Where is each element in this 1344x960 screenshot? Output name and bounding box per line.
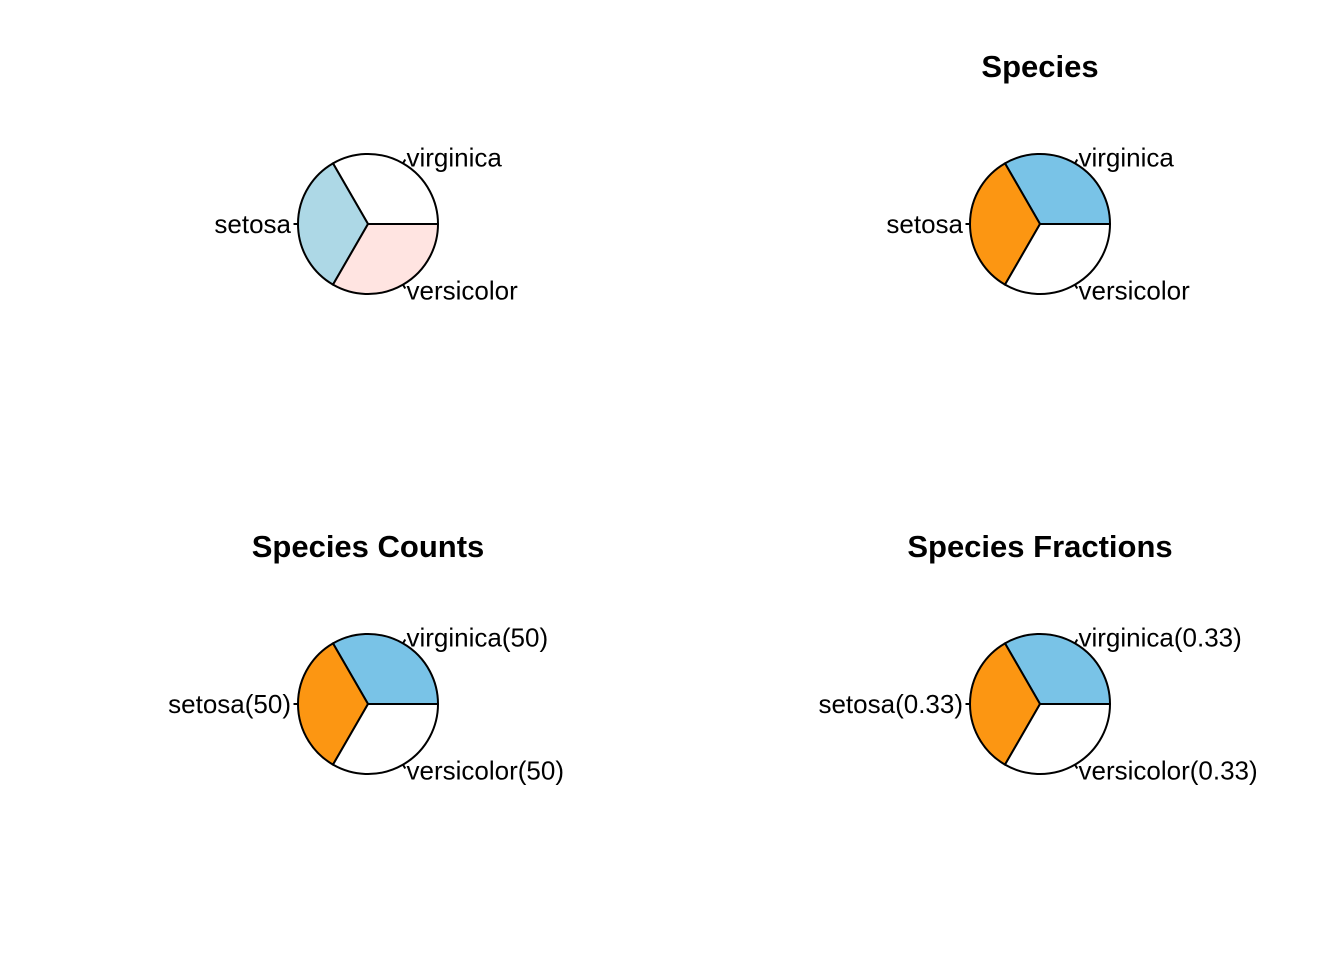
- pie-label-versicolor: versicolor(50): [407, 756, 565, 786]
- pie-label-virginica: virginica(50): [407, 622, 549, 652]
- pie-chart-species-counts: virginica(50) setosa(50) versicolor(50): [168, 622, 565, 786]
- chart-title: Species: [981, 49, 1099, 84]
- pie-label-versicolor: versicolor(0.33): [1079, 756, 1258, 786]
- pie-label-tick-versicolor: [1074, 764, 1079, 770]
- pie-label-versicolor: versicolor: [1079, 276, 1191, 306]
- chart-quadrant-species: Species virginica setosa versicolor: [672, 0, 1344, 480]
- pie-label-setosa: setosa(50): [168, 689, 291, 719]
- pie-label-setosa: setosa: [886, 209, 963, 239]
- pie-label-virginica: virginica(0.33): [1079, 622, 1242, 652]
- pie-label-tick-virginica: [1074, 638, 1079, 644]
- pie-chart-species: virginica setosa versicolor: [886, 142, 1191, 306]
- pie-label-tick-virginica: [1074, 158, 1079, 164]
- pie-label-virginica: virginica: [1079, 142, 1175, 172]
- pie-label-tick-versicolor: [1074, 284, 1079, 290]
- chart-quadrant-species-fractions: Species Fractions virginica(0.33) setosa(…: [672, 480, 1344, 960]
- pie-label-setosa: setosa(0.33): [818, 689, 963, 719]
- chart-title: Species Fractions: [907, 529, 1173, 564]
- pie-chart-plain: virginica setosa versicolor: [214, 142, 519, 306]
- pie-label-versicolor: versicolor: [407, 276, 519, 306]
- pie-label-tick-versicolor: [402, 764, 407, 770]
- chart-quadrant-plain: virginica setosa versicolor: [0, 0, 672, 480]
- pie-label-setosa: setosa: [214, 209, 291, 239]
- pie-label-tick-virginica: [402, 158, 407, 164]
- pie-label-virginica: virginica: [407, 142, 503, 172]
- pie-chart-species-fractions: virginica(0.33) setosa(0.33) versicolor(0.…: [818, 622, 1258, 786]
- pie-label-tick-versicolor: [402, 284, 407, 290]
- chart-title: Species Counts: [251, 529, 485, 564]
- pie-label-tick-virginica: [402, 638, 407, 644]
- chart-quadrant-species-counts: Species Counts virginica(50) setosa(50) ve…: [0, 480, 672, 960]
